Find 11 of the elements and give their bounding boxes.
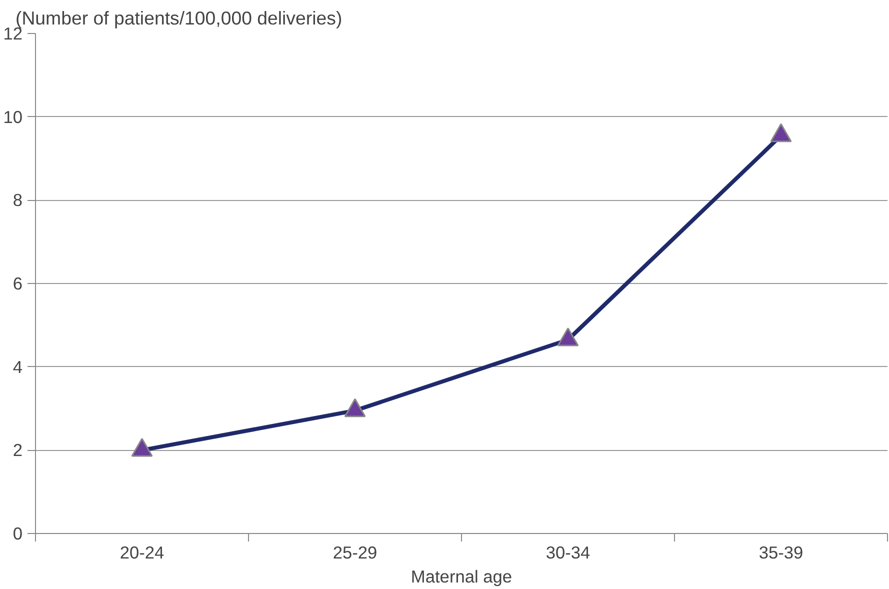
y-tick-label: 0	[12, 524, 23, 544]
x-axis-title: Maternal age	[410, 566, 512, 586]
x-tick-label: 20-24	[120, 542, 165, 562]
y-tick-label: 4	[12, 356, 23, 377]
y-tick-label: 8	[12, 190, 23, 210]
x-tick-label: 30-34	[546, 542, 591, 562]
x-tick-label: 35-39	[758, 542, 804, 562]
x-tick-label: 25-29	[332, 542, 378, 562]
y-tick-label: 10	[3, 106, 23, 127]
y-tick-label: 6	[12, 274, 23, 294]
y-tick-label: 2	[12, 440, 23, 460]
